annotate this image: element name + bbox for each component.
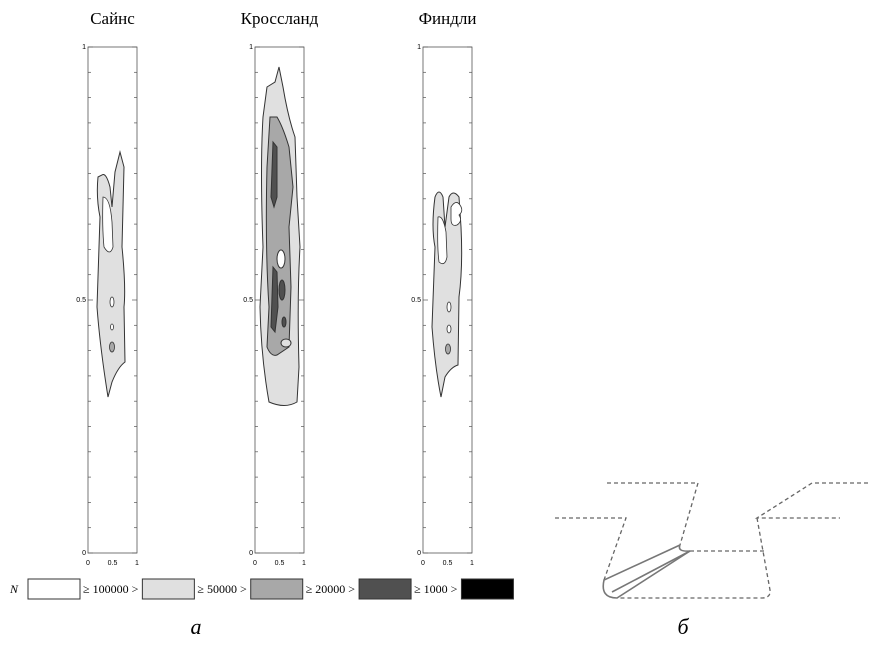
- contour-plot: [431, 191, 463, 398]
- y-tick-label: 0: [249, 550, 253, 557]
- y-tick-label: 1: [249, 44, 253, 51]
- x-tick-label: 1: [135, 560, 139, 567]
- y-tick-label: 1: [417, 44, 421, 51]
- x-tick-label: 1: [302, 560, 306, 567]
- y-tick-label: 0: [417, 550, 421, 557]
- panel-title: Финдли: [419, 9, 477, 28]
- y-tick-label: 0.5: [76, 297, 86, 304]
- legend-label: ≥ 100000 >: [83, 582, 139, 596]
- y-tick-label: 0.5: [411, 297, 421, 304]
- contour-plot: [96, 151, 126, 398]
- x-tick-label: 1: [470, 560, 474, 567]
- legend-swatch: [250, 578, 304, 600]
- legend-label: ≥ 20000 >: [306, 582, 356, 596]
- panel-title: Кроссланд: [241, 9, 319, 28]
- scheme-diagram: [555, 482, 868, 599]
- legend-swatch: [27, 578, 81, 600]
- legend-symbol: N: [9, 582, 19, 596]
- x-tick-label: 0: [253, 560, 257, 567]
- x-tick-label: 0: [421, 560, 425, 567]
- legend-label: ≥ 50000 >: [197, 582, 247, 596]
- legend-label: ≥ 1000 >: [414, 582, 458, 596]
- contour-plot: [259, 66, 301, 406]
- panel-title: Сайнс: [90, 9, 135, 28]
- caption: б: [677, 614, 689, 639]
- x-tick-label: 0.5: [275, 560, 285, 567]
- x-tick-label: 0.5: [443, 560, 453, 567]
- y-tick-label: 0.5: [243, 297, 253, 304]
- x-tick-label: 0: [86, 560, 90, 567]
- y-tick-label: 1: [82, 44, 86, 51]
- legend-swatch: [358, 578, 412, 600]
- y-tick-label: 0: [82, 550, 86, 557]
- legend-swatch: [141, 578, 195, 600]
- caption: а: [191, 614, 202, 639]
- x-tick-label: 0.5: [108, 560, 118, 567]
- legend-swatch: [460, 578, 514, 600]
